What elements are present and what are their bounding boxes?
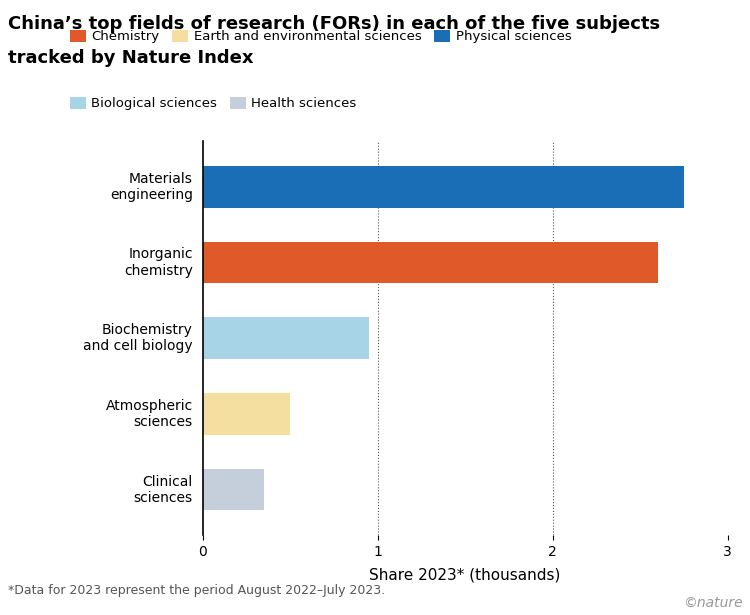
Text: *Data for 2023 represent the period August 2022–July 2023.: *Data for 2023 represent the period Augu… [8, 584, 385, 597]
Text: China’s top fields of research (FORs) in each of the five subjects: China’s top fields of research (FORs) in… [8, 15, 660, 33]
Legend: Biological sciences, Health sciences: Biological sciences, Health sciences [70, 97, 356, 110]
X-axis label: Share 2023* (thousands): Share 2023* (thousands) [369, 567, 561, 582]
Bar [202, 166, 684, 208]
Bar [202, 393, 290, 435]
Text: tracked by Nature Index: tracked by Nature Index [8, 49, 253, 67]
Text: ©nature: ©nature [682, 596, 742, 610]
Bar [202, 469, 264, 510]
Bar [202, 242, 658, 284]
Bar [202, 317, 369, 359]
